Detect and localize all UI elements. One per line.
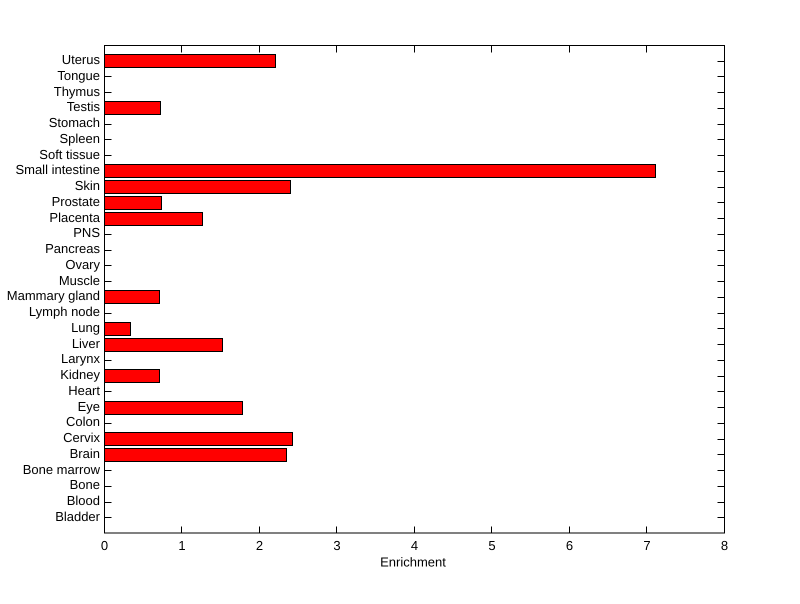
svg-text:1: 1 [178,538,185,553]
svg-text:2: 2 [256,538,263,553]
svg-text:PNS: PNS [73,225,100,240]
svg-text:Bone: Bone [70,477,100,492]
svg-text:Small intestine: Small intestine [15,162,100,177]
svg-text:4: 4 [411,538,418,553]
svg-text:0: 0 [101,538,108,553]
svg-text:Prostate: Prostate [52,194,100,209]
svg-text:Heart: Heart [68,383,100,398]
svg-text:Stomach: Stomach [49,115,100,130]
svg-text:Liver: Liver [72,336,101,351]
svg-text:Mammary gland: Mammary gland [7,288,100,303]
svg-text:3: 3 [333,538,340,553]
svg-text:Muscle: Muscle [59,273,100,288]
svg-text:5: 5 [488,538,495,553]
svg-text:Soft tissue: Soft tissue [39,147,100,162]
svg-text:Eye: Eye [78,399,100,414]
svg-text:Skin: Skin [75,178,100,193]
svg-text:Enrichment: Enrichment [380,555,446,570]
svg-text:Bladder: Bladder [55,509,100,524]
svg-text:Thymus: Thymus [54,84,101,99]
svg-text:7: 7 [643,538,650,553]
svg-text:Spleen: Spleen [60,131,100,146]
svg-text:Cervix: Cervix [63,430,100,445]
svg-text:Blood: Blood [67,493,100,508]
svg-text:Lymph node: Lymph node [29,304,100,319]
svg-text:8: 8 [721,538,728,553]
svg-text:Lung: Lung [71,320,100,335]
svg-text:Larynx: Larynx [61,351,101,366]
svg-text:Colon: Colon [66,414,100,429]
svg-text:Tongue: Tongue [57,68,100,83]
svg-text:Bone marrow: Bone marrow [23,462,101,477]
svg-text:6: 6 [566,538,573,553]
svg-text:Ovary: Ovary [65,257,100,272]
svg-text:Pancreas: Pancreas [45,241,100,256]
svg-text:Placenta: Placenta [49,210,100,225]
svg-text:Brain: Brain [70,446,100,461]
svg-text:Uterus: Uterus [62,52,101,67]
svg-text:Testis: Testis [67,99,101,114]
svg-text:Kidney: Kidney [60,367,100,382]
